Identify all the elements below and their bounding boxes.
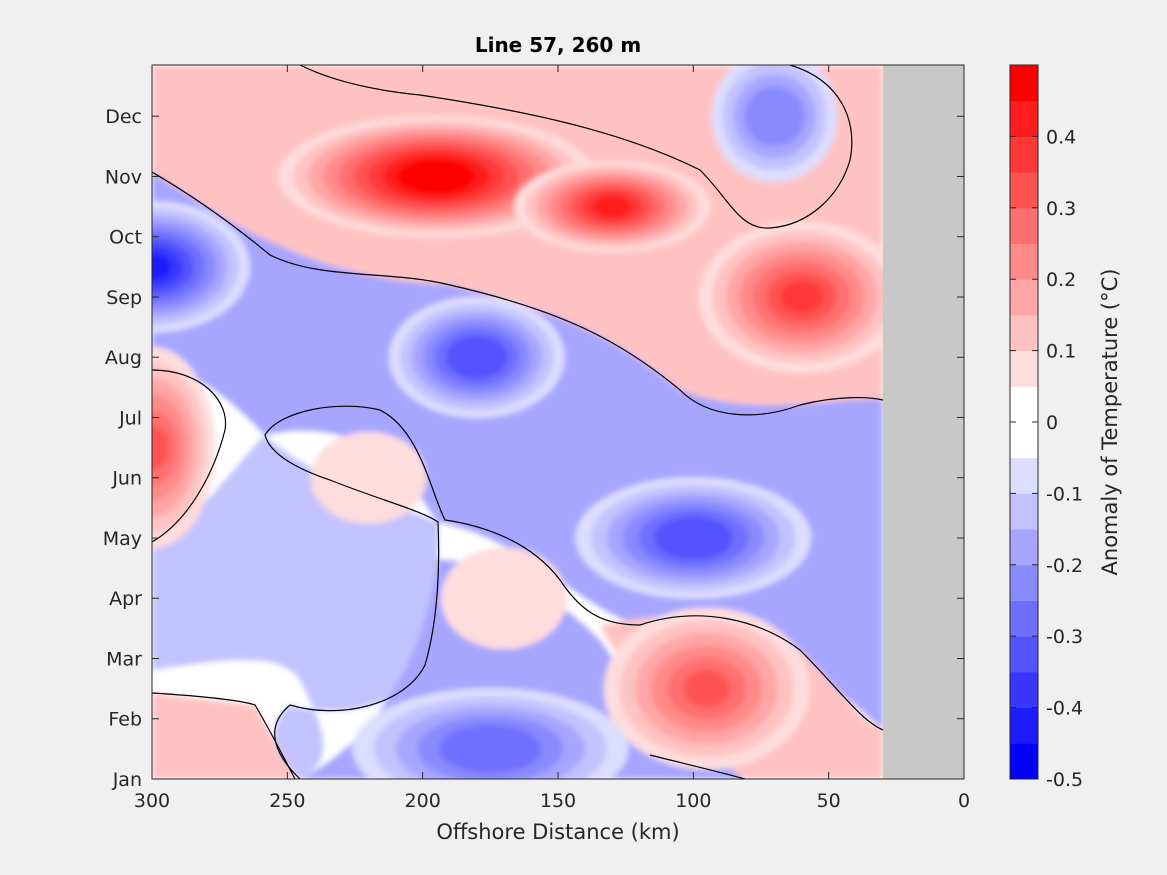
anomaly-contour-band — [468, 569, 540, 627]
anomaly-contour-band — [460, 733, 520, 765]
zero-contour-d — [264, 405, 884, 731]
anomaly-contour-band — [152, 425, 170, 470]
colorbar-band — [1010, 314, 1038, 352]
colorbar-ticks: 0.4 0.3 0.2 0.1 0 -0.1 -0.2 -0.3 -0.4 -0.5 — [1010, 126, 1083, 791]
y-tick-label: Sep — [106, 287, 142, 309]
anomaly-contour-band — [152, 253, 172, 281]
anomaly-contour-band — [669, 524, 718, 552]
colorbar-band — [1010, 707, 1038, 744]
y-axis-ticks: Jan Feb Mar Apr May Jun Jul Aug Sep Oct Nov Dec — [103, 106, 964, 791]
x-tick-label: 100 — [675, 790, 711, 812]
colorbar-band — [1010, 600, 1038, 637]
zero-contour-a — [152, 171, 884, 416]
y-tick-label: Jan — [112, 769, 142, 791]
y-tick-label: Apr — [109, 588, 142, 610]
colorbar-band — [1010, 529, 1038, 566]
x-axis-ticks: 300 250 200 150 100 50 0 — [134, 65, 970, 812]
colorbar-band — [1010, 279, 1038, 316]
colorbar-band — [1010, 422, 1038, 459]
zero-contours — [152, 65, 884, 779]
colorbar-tick-label: -0.3 — [1046, 626, 1083, 648]
anomaly-contour-band — [592, 195, 632, 218]
colorbar-tick-label: 0.2 — [1046, 269, 1076, 291]
colorbar-label: Anomaly of Temperature (°C) — [1098, 269, 1122, 576]
zero-contour-e — [264, 434, 440, 779]
colorbar-band — [1010, 243, 1038, 280]
anomaly-field — [152, 65, 905, 779]
anomaly-contour-band — [335, 451, 402, 504]
plot-area: 300 250 200 150 100 50 0 Jan Feb Mar Apr May Jun Jul… — [103, 64, 970, 844]
colorbar-tick-label: 0.1 — [1046, 341, 1076, 363]
colorbar-band — [1010, 65, 1038, 102]
x-tick-label: 300 — [134, 790, 170, 812]
x-tick-label: 150 — [540, 790, 576, 812]
colorbar-band — [1010, 671, 1038, 709]
x-axis-label: Offshore Distance (km) — [436, 820, 679, 844]
y-tick-label: Aug — [105, 347, 142, 369]
y-tick-label: Nov — [105, 166, 142, 188]
positive-band — [152, 693, 295, 779]
anomaly-contour-band — [683, 670, 731, 708]
colorbar-band — [1010, 350, 1038, 387]
colorbar-tick-label: 0.4 — [1046, 126, 1076, 148]
colorbar-tick-label: -0.4 — [1046, 698, 1083, 720]
zero-contour-g — [649, 754, 746, 779]
colorbar-band — [1010, 457, 1038, 494]
y-tick-label: Dec — [105, 106, 142, 128]
anomaly-contour-band — [780, 280, 824, 313]
anomaly-contour-band — [413, 164, 460, 188]
x-tick-label: 200 — [405, 790, 441, 812]
zero-contour-b — [299, 65, 853, 229]
colorbar-band — [1010, 100, 1038, 137]
y-tick-label: May — [103, 528, 142, 550]
anomaly-contour-band — [755, 98, 794, 135]
colorbar-band — [1010, 493, 1038, 530]
colorbar-tick-label: 0.3 — [1046, 198, 1076, 220]
anomaly-contour-band — [457, 343, 497, 372]
colorbar-tick-label: -0.2 — [1046, 555, 1083, 577]
y-tick-label: Oct — [109, 227, 142, 249]
colorbar-band — [1010, 743, 1038, 780]
colorbar-band — [1010, 172, 1038, 209]
zero-contour-f — [152, 692, 296, 779]
colorbar-bands — [1010, 65, 1038, 780]
y-tick-label: Jul — [118, 407, 142, 429]
colorbar-band — [1010, 564, 1038, 601]
no-data-region — [882, 65, 964, 779]
x-tick-label: 250 — [269, 790, 305, 812]
colorbar-band — [1010, 636, 1038, 673]
chart-title: Line 57, 260 m — [475, 33, 641, 57]
colorbar-band — [1010, 207, 1038, 244]
y-tick-label: Jun — [111, 468, 142, 490]
colorbar-tick-label: 0 — [1046, 412, 1058, 434]
y-tick-label: Feb — [108, 709, 142, 731]
x-tick-label: 50 — [817, 790, 841, 812]
zero-contour-c — [152, 369, 227, 543]
colorbar-band — [1010, 386, 1038, 423]
x-tick-label: 0 — [958, 790, 970, 812]
y-tick-label: Mar — [106, 648, 142, 670]
colorbar: 0.4 0.3 0.2 0.1 0 -0.1 -0.2 -0.3 -0.4 -0.5 Anomal… — [1009, 64, 1122, 791]
colorbar-tick-label: -0.5 — [1046, 769, 1083, 791]
colorbar-band — [1010, 136, 1038, 173]
colorbar-tick-label: -0.1 — [1046, 483, 1083, 505]
